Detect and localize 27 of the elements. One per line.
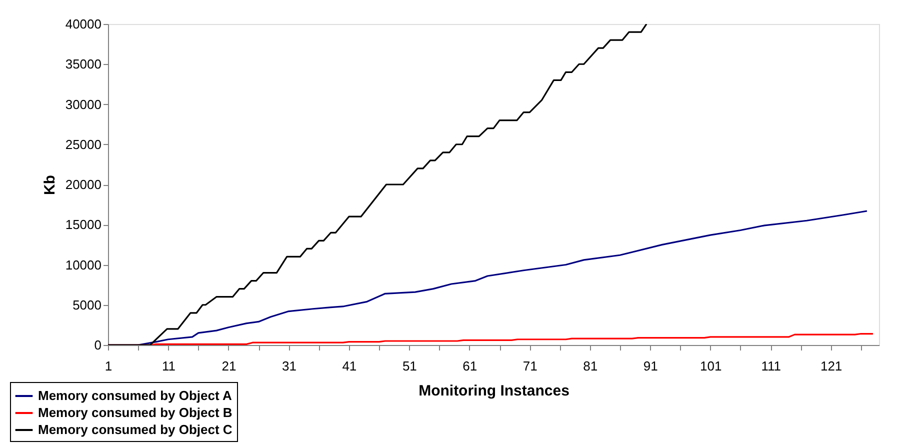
x-tick-label: 61 (462, 358, 478, 374)
y-tick-label: 15000 (65, 217, 102, 232)
y-tick-label: 0 (94, 338, 102, 352)
x-tick-label: 121 (820, 358, 842, 374)
y-tick-label: 5000 (72, 297, 102, 312)
x-tick-label: 21 (222, 358, 236, 374)
x-tick-label: 101 (700, 358, 722, 374)
x-tick-label: 11 (162, 358, 176, 374)
x-tick-label: 31 (282, 358, 296, 374)
y-tick-label: 40000 (65, 16, 102, 32)
x-tick-label: 71 (522, 358, 538, 374)
y-tick-label: 25000 (65, 136, 102, 152)
x-tick-label: 51 (402, 358, 417, 374)
y-tick-label: 10000 (65, 257, 102, 272)
legend-label: Memory consumed by Object C (38, 422, 233, 437)
x-tick-label: 1 (104, 358, 112, 374)
y-tick-label: 35000 (65, 56, 102, 72)
y-tick-label: 20000 (65, 177, 102, 192)
x-tick-label: 81 (583, 358, 598, 374)
legend-label: Memory consumed by Object A (38, 388, 232, 403)
y-axis-title: Kb (41, 175, 58, 195)
x-tick-label: 111 (761, 358, 781, 374)
x-tick-label: 91 (643, 358, 658, 374)
y-tick-label: 30000 (65, 96, 102, 112)
legend-label: Memory consumed by Object B (38, 405, 232, 420)
x-axis-title: Monitoring Instances (418, 382, 570, 400)
x-tick-label: 41 (342, 358, 357, 374)
